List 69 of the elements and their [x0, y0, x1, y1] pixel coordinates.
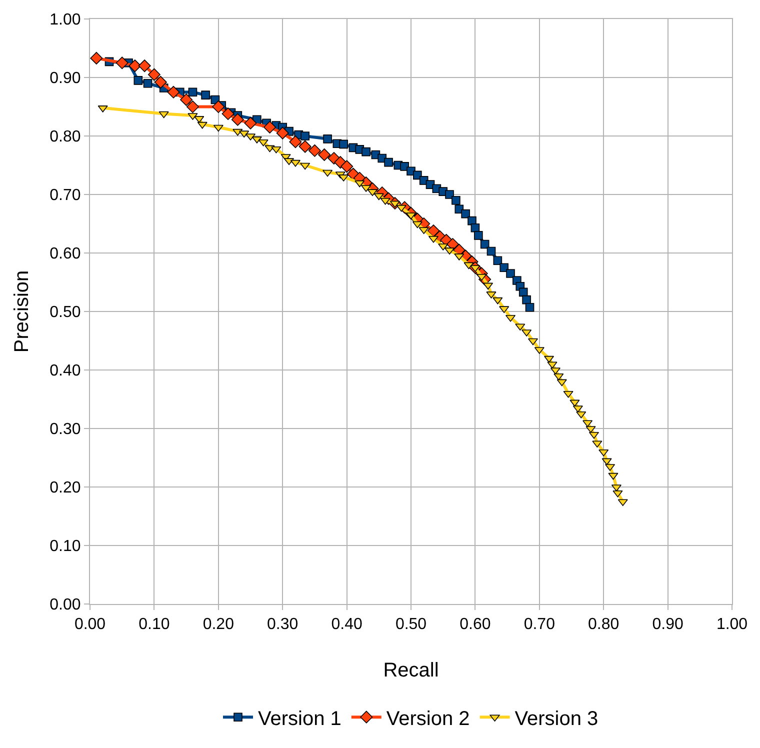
legend-label: Version 2	[386, 708, 470, 730]
x-tick-label: 0.10	[138, 616, 170, 634]
point	[452, 196, 460, 205]
point	[186, 100, 199, 113]
x-tick-label: 1.00	[716, 616, 748, 634]
y-tick-label: 0.00	[50, 596, 81, 614]
point	[212, 100, 225, 113]
point	[486, 246, 496, 256]
legend-label: Version 1	[258, 708, 342, 730]
y-tick-label: 0.20	[50, 480, 81, 497]
point	[154, 76, 167, 88]
point	[201, 90, 210, 100]
point	[384, 158, 393, 167]
x-tick-label: 0.80	[588, 616, 620, 634]
point	[90, 52, 103, 64]
point	[222, 108, 234, 120]
point	[134, 76, 143, 85]
point	[167, 86, 180, 98]
x-tick-label: 0.90	[652, 616, 684, 634]
x-tick-label: 0.40	[331, 616, 362, 634]
point	[138, 60, 151, 72]
point	[522, 295, 531, 304]
x-tick-label: 0.50	[395, 616, 427, 634]
point	[518, 288, 528, 297]
point	[298, 140, 312, 153]
y-tick-label: 0.60	[50, 246, 81, 263]
point	[308, 144, 321, 157]
point	[493, 256, 502, 266]
point	[445, 190, 454, 199]
point	[339, 140, 348, 149]
point	[231, 113, 244, 126]
point	[474, 231, 483, 240]
y-tick-label: 0.40	[50, 362, 81, 380]
x-tick-label: 0.00	[74, 616, 106, 634]
x-tick-label: 0.60	[460, 616, 491, 634]
y-tick-label: 0.30	[50, 421, 81, 438]
y-tick-label: 0.70	[50, 187, 81, 204]
point	[244, 116, 257, 130]
y-tick-label: 0.80	[50, 128, 81, 146]
point	[116, 56, 128, 70]
y-tick-label: 0.10	[50, 538, 81, 556]
y-axis-title: Precision	[11, 270, 34, 353]
point	[180, 93, 193, 106]
point	[128, 60, 142, 72]
point	[148, 68, 160, 81]
x-tick-label: 0.70	[524, 616, 556, 634]
y-tick-label: 1.00	[50, 12, 81, 29]
point	[461, 209, 470, 218]
point	[264, 120, 276, 134]
point	[276, 126, 289, 140]
point	[480, 240, 490, 249]
x-tick-label: 0.20	[202, 616, 234, 634]
point	[427, 224, 440, 238]
point	[300, 132, 310, 140]
point	[340, 160, 354, 173]
x-tick-label: 0.30	[267, 616, 298, 634]
point	[318, 148, 331, 161]
point	[188, 88, 198, 97]
x-axis-title: Recall	[383, 660, 439, 682]
y-tick-label: 0.90	[50, 70, 81, 88]
point	[143, 78, 152, 88]
point	[362, 147, 370, 156]
point	[500, 263, 508, 272]
point	[506, 269, 515, 278]
y-tick-label: 0.50	[50, 304, 81, 322]
point	[289, 136, 302, 148]
legend-label: Version 3	[514, 708, 598, 730]
point	[323, 134, 332, 144]
point	[525, 303, 534, 312]
